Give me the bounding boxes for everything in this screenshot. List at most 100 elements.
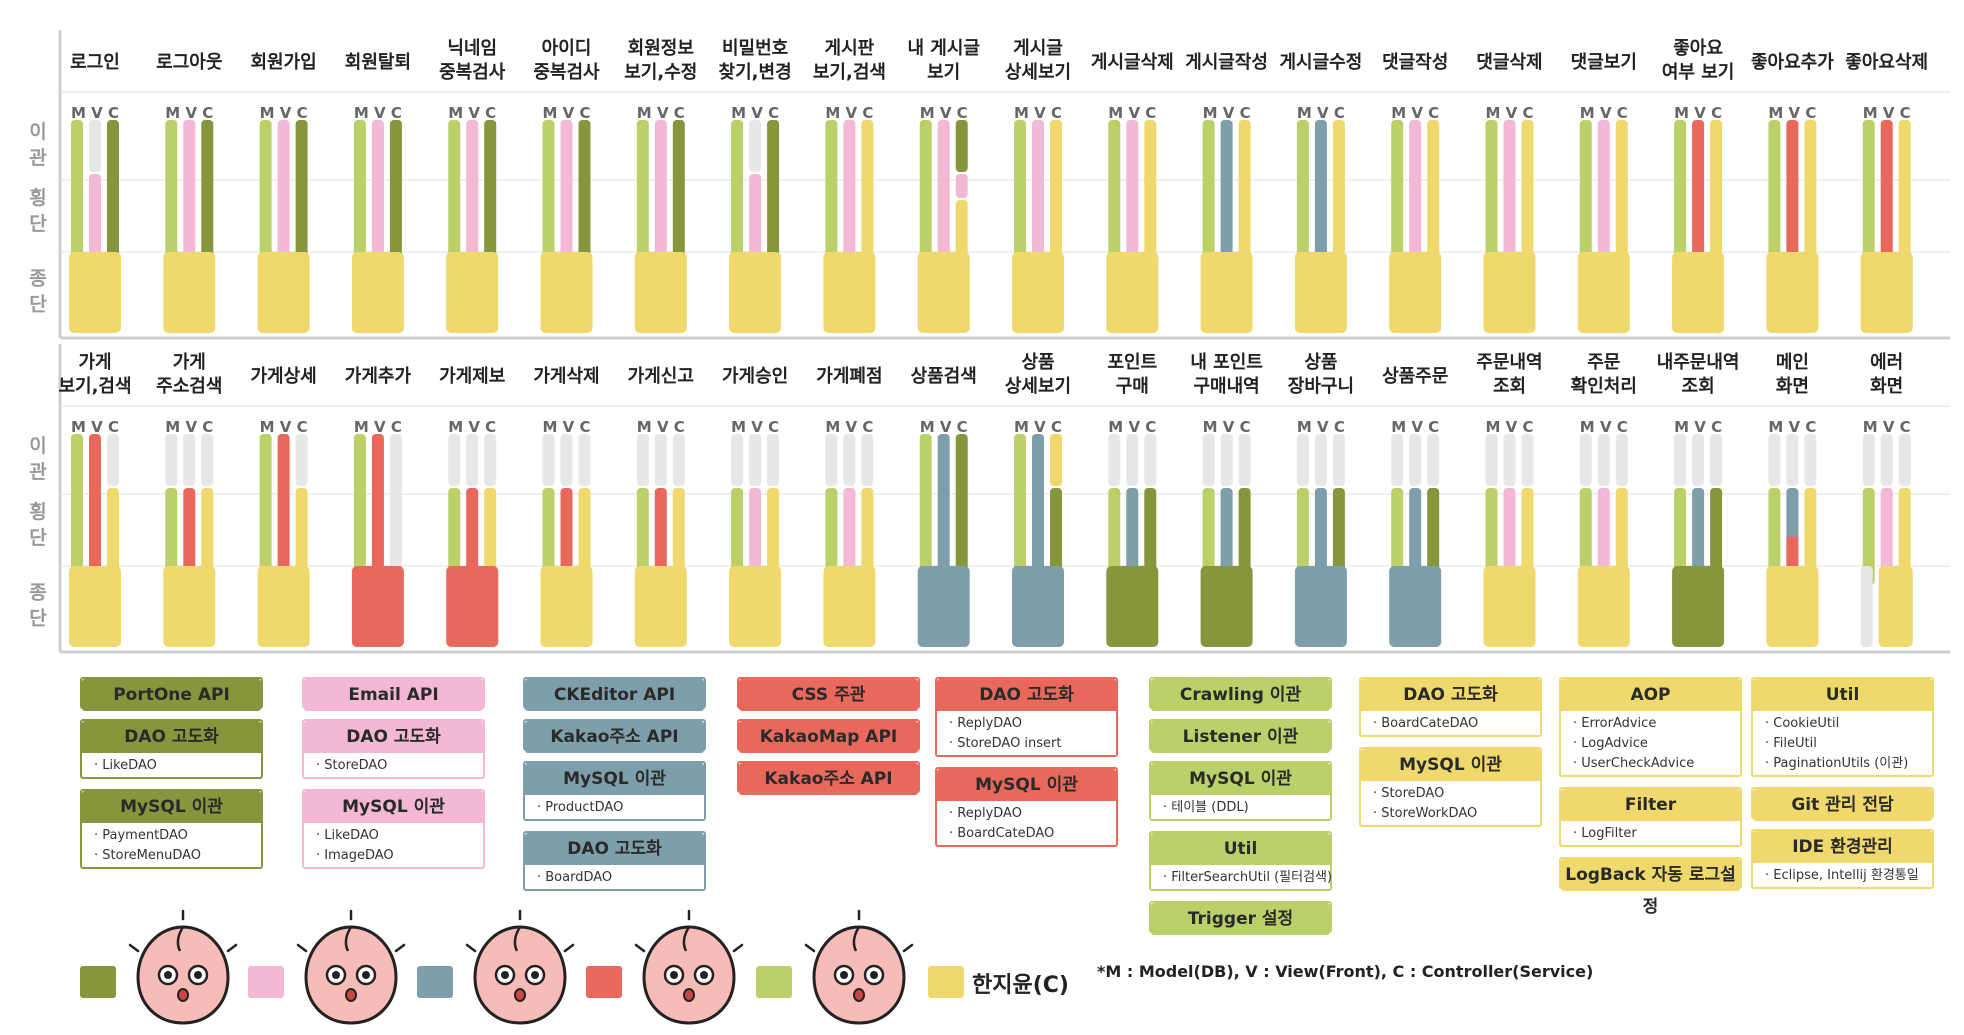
task-box-title: Kakao주소 API	[739, 763, 918, 795]
team-color-swatch	[80, 966, 116, 998]
task-box: MySQL 이관 · 테이블 (DDL)	[1149, 761, 1332, 821]
mvc-bar	[1202, 120, 1215, 271]
mvc-header: M V C	[1297, 418, 1345, 436]
task-item: · BoardCateDAO	[1373, 716, 1479, 731]
feature-label: 상세보기	[1005, 62, 1071, 83]
mvc-bar	[1220, 488, 1233, 585]
feature-label: 로그인	[70, 52, 120, 73]
mvc-bar	[183, 120, 196, 271]
foot-block	[1389, 252, 1442, 333]
mvc-bar	[955, 120, 968, 172]
mvc-header: M V C	[825, 104, 873, 122]
task-box-title: Git 관리 전담	[1753, 789, 1932, 821]
mvc-bar	[353, 434, 366, 585]
mvc-bar	[201, 488, 214, 585]
feature-label: 주소검색	[156, 376, 222, 397]
mvc-bar	[578, 120, 591, 271]
mvc-bar	[1050, 488, 1062, 585]
foot-block	[257, 566, 310, 647]
mvc-header: M V C	[1768, 418, 1816, 436]
feature-label: 회원탈퇴	[345, 52, 411, 73]
feature-label: 가게상세	[250, 366, 316, 387]
feature-label: 보기,수정	[624, 62, 697, 83]
feature-column: 댓글삭제 M V C	[1476, 52, 1543, 333]
peach-avatar-icon	[128, 909, 238, 1025]
task-box-items: · ErrorAdvice · LogAdvice · UserCheckAdvic…	[1561, 711, 1740, 778]
foot-block	[69, 566, 121, 647]
mvc-header: M V C	[920, 418, 968, 436]
task-box-title: MySQL 이관	[525, 763, 704, 795]
mvc-bar	[389, 434, 402, 585]
task-box-title: KakaoMap API	[739, 721, 918, 753]
mvc-bar	[1427, 434, 1440, 486]
foot-block	[1672, 566, 1725, 647]
feature-label: 중복검사	[439, 62, 506, 83]
mvc-bar	[295, 434, 308, 486]
foot-block	[1389, 566, 1442, 647]
mvc-bar	[560, 120, 573, 271]
feature-label: 주문내역	[1476, 352, 1542, 373]
feature-label: 상품	[1304, 352, 1337, 373]
feature-label: 가게제보	[439, 366, 505, 387]
feature-label: 찾기,변경	[719, 62, 792, 83]
mvc-bar	[1597, 434, 1610, 486]
mvc-header: M V C	[1674, 418, 1722, 436]
mvc-bar	[1710, 434, 1723, 486]
foot-block	[1577, 566, 1630, 647]
mvc-bar	[371, 434, 384, 585]
mvc-bar	[295, 120, 308, 271]
feature-label: 에러	[1870, 352, 1903, 373]
feature-label: 상품주문	[1382, 366, 1448, 387]
task-box-title: DAO 고도화	[1361, 679, 1540, 711]
mvc-bar	[1615, 120, 1628, 271]
feature-column: 게시글삭제 M V C	[1091, 52, 1174, 333]
task-box: CSS 주관	[737, 677, 920, 711]
foot-block	[917, 252, 970, 333]
feature-label: 보기	[927, 62, 960, 83]
mvc-bar	[89, 434, 101, 585]
mvc-header: M V C	[260, 418, 308, 436]
mvc-bar	[1238, 120, 1251, 271]
mvc-bar	[1615, 488, 1628, 585]
mvc-bar	[1521, 488, 1534, 585]
feature-label: 장바구니	[1288, 376, 1354, 397]
mvc-header: M V C	[1580, 418, 1628, 436]
mvc-bar	[259, 120, 272, 271]
mvc-bar	[183, 488, 196, 585]
mvc-bar	[1238, 434, 1251, 486]
task-box: MySQL 이관 · PaymentDAO · StoreMenuDAO	[80, 789, 263, 869]
task-item: · LikeDAO	[94, 758, 157, 773]
mvc-bar	[165, 120, 178, 271]
task-item: · 테이블 (DDL)	[1163, 800, 1249, 815]
mvc-bar	[1804, 120, 1817, 271]
mvc-bar	[1579, 488, 1592, 585]
mvc-header: M V C	[1674, 104, 1722, 122]
task-item: · StoreDAO	[1373, 786, 1445, 801]
mvc-bar	[955, 174, 968, 198]
team-color-swatch	[248, 966, 284, 998]
feature-label: 닉네임	[447, 38, 497, 59]
mvc-header: M V C	[1486, 104, 1534, 122]
feature-label: 구매내역	[1193, 376, 1259, 397]
foot-block	[1200, 566, 1253, 647]
mvc-bar	[861, 434, 874, 486]
mvc-bar	[1674, 120, 1687, 271]
mvc-bar	[466, 488, 479, 585]
task-item: · UserCheckAdvice	[1573, 756, 1695, 771]
mvc-bar	[389, 120, 402, 271]
mvc-bar	[107, 120, 119, 271]
mvc-bar	[371, 120, 384, 271]
feature-label: 가게	[78, 352, 111, 373]
foot-block	[634, 566, 687, 647]
task-box-title: MySQL 이관	[304, 791, 483, 823]
